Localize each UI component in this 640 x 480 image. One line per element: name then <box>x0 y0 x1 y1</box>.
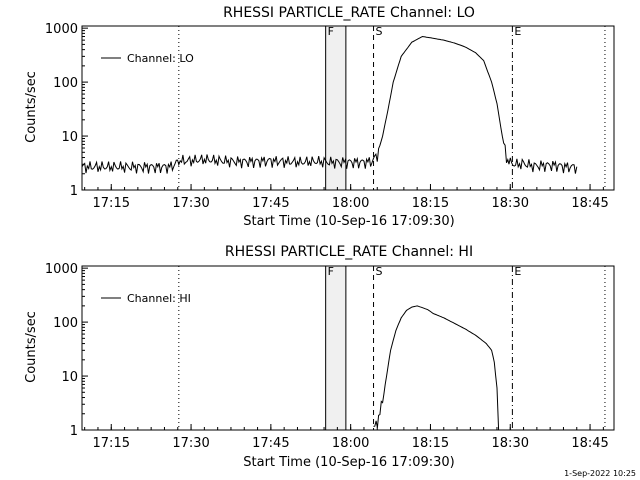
event-marker-label-hi-e: E <box>514 265 521 278</box>
event-marker-label-hi-s: S <box>376 265 383 278</box>
y-tick-label-hi-1: 10 <box>61 370 78 385</box>
event-marker-label-lo-s: S <box>376 25 383 38</box>
y-tick-label-hi-3: 1000 <box>45 262 78 277</box>
x-tick-label-lo-2: 17:45 <box>252 196 289 211</box>
legend-label-lo: Channel: LO <box>127 52 194 65</box>
x-tick-label-hi-0: 17:15 <box>93 436 130 451</box>
series-line-hi-0 <box>373 305 500 431</box>
y-tick-label-lo-0: 1 <box>70 184 78 199</box>
y-tick-label-lo-3: 1000 <box>45 22 78 37</box>
plot-frame-lo <box>81 25 615 191</box>
y-tick-label-hi-0: 1 <box>70 424 78 439</box>
x-tick-label-hi-2: 17:45 <box>252 436 289 451</box>
plot-frame-hi <box>81 265 615 431</box>
series-line-lo-0 <box>81 35 578 174</box>
flag-interval-lo <box>325 26 346 190</box>
y-tick-label-lo-2: 100 <box>53 76 78 91</box>
x-tick-label-hi-4: 18:15 <box>412 436 449 451</box>
x-tick-label-lo-0: 17:15 <box>93 196 130 211</box>
event-marker-label-lo-f: F <box>328 25 334 38</box>
x-tick-label-lo-6: 18:45 <box>571 196 608 211</box>
x-tick-label-hi-5: 18:30 <box>492 436 529 451</box>
panel-hi: RHESSI PARTICLE_RATE Channel: HI Start T… <box>24 244 615 470</box>
legend-label-hi: Channel: HI <box>127 292 191 305</box>
event-marker-label-lo-e: E <box>514 25 521 38</box>
x-tick-label-hi-6: 18:45 <box>571 436 608 451</box>
x-tick-label-hi-3: 18:00 <box>332 436 369 451</box>
x-axis-label-hi: Start Time (10-Sep-16 17:09:30) <box>243 455 454 470</box>
flag-interval-hi <box>325 266 346 430</box>
event-marker-label-hi-f: F <box>328 265 334 278</box>
footer-date: 1-Sep-2022 10:25 <box>564 469 636 478</box>
x-tick-label-lo-1: 17:30 <box>172 196 209 211</box>
y-tick-label-lo-1: 10 <box>61 130 78 145</box>
y-tick-label-hi-2: 100 <box>53 316 78 331</box>
chart-title-lo: RHESSI PARTICLE_RATE Channel: LO <box>223 5 475 21</box>
y-axis-label-lo: Counts/sec <box>24 71 39 143</box>
x-tick-label-lo-4: 18:15 <box>412 196 449 211</box>
x-tick-label-lo-3: 18:00 <box>332 196 369 211</box>
x-axis-label-lo: Start Time (10-Sep-16 17:09:30) <box>243 214 454 229</box>
x-tick-label-hi-1: 17:30 <box>172 436 209 451</box>
y-axis-label-hi: Counts/sec <box>24 311 39 383</box>
panel-lo: RHESSI PARTICLE_RATE Channel: LO Start T… <box>24 5 615 229</box>
chart-title-hi: RHESSI PARTICLE_RATE Channel: HI <box>225 244 473 260</box>
x-tick-label-lo-5: 18:30 <box>492 196 529 211</box>
